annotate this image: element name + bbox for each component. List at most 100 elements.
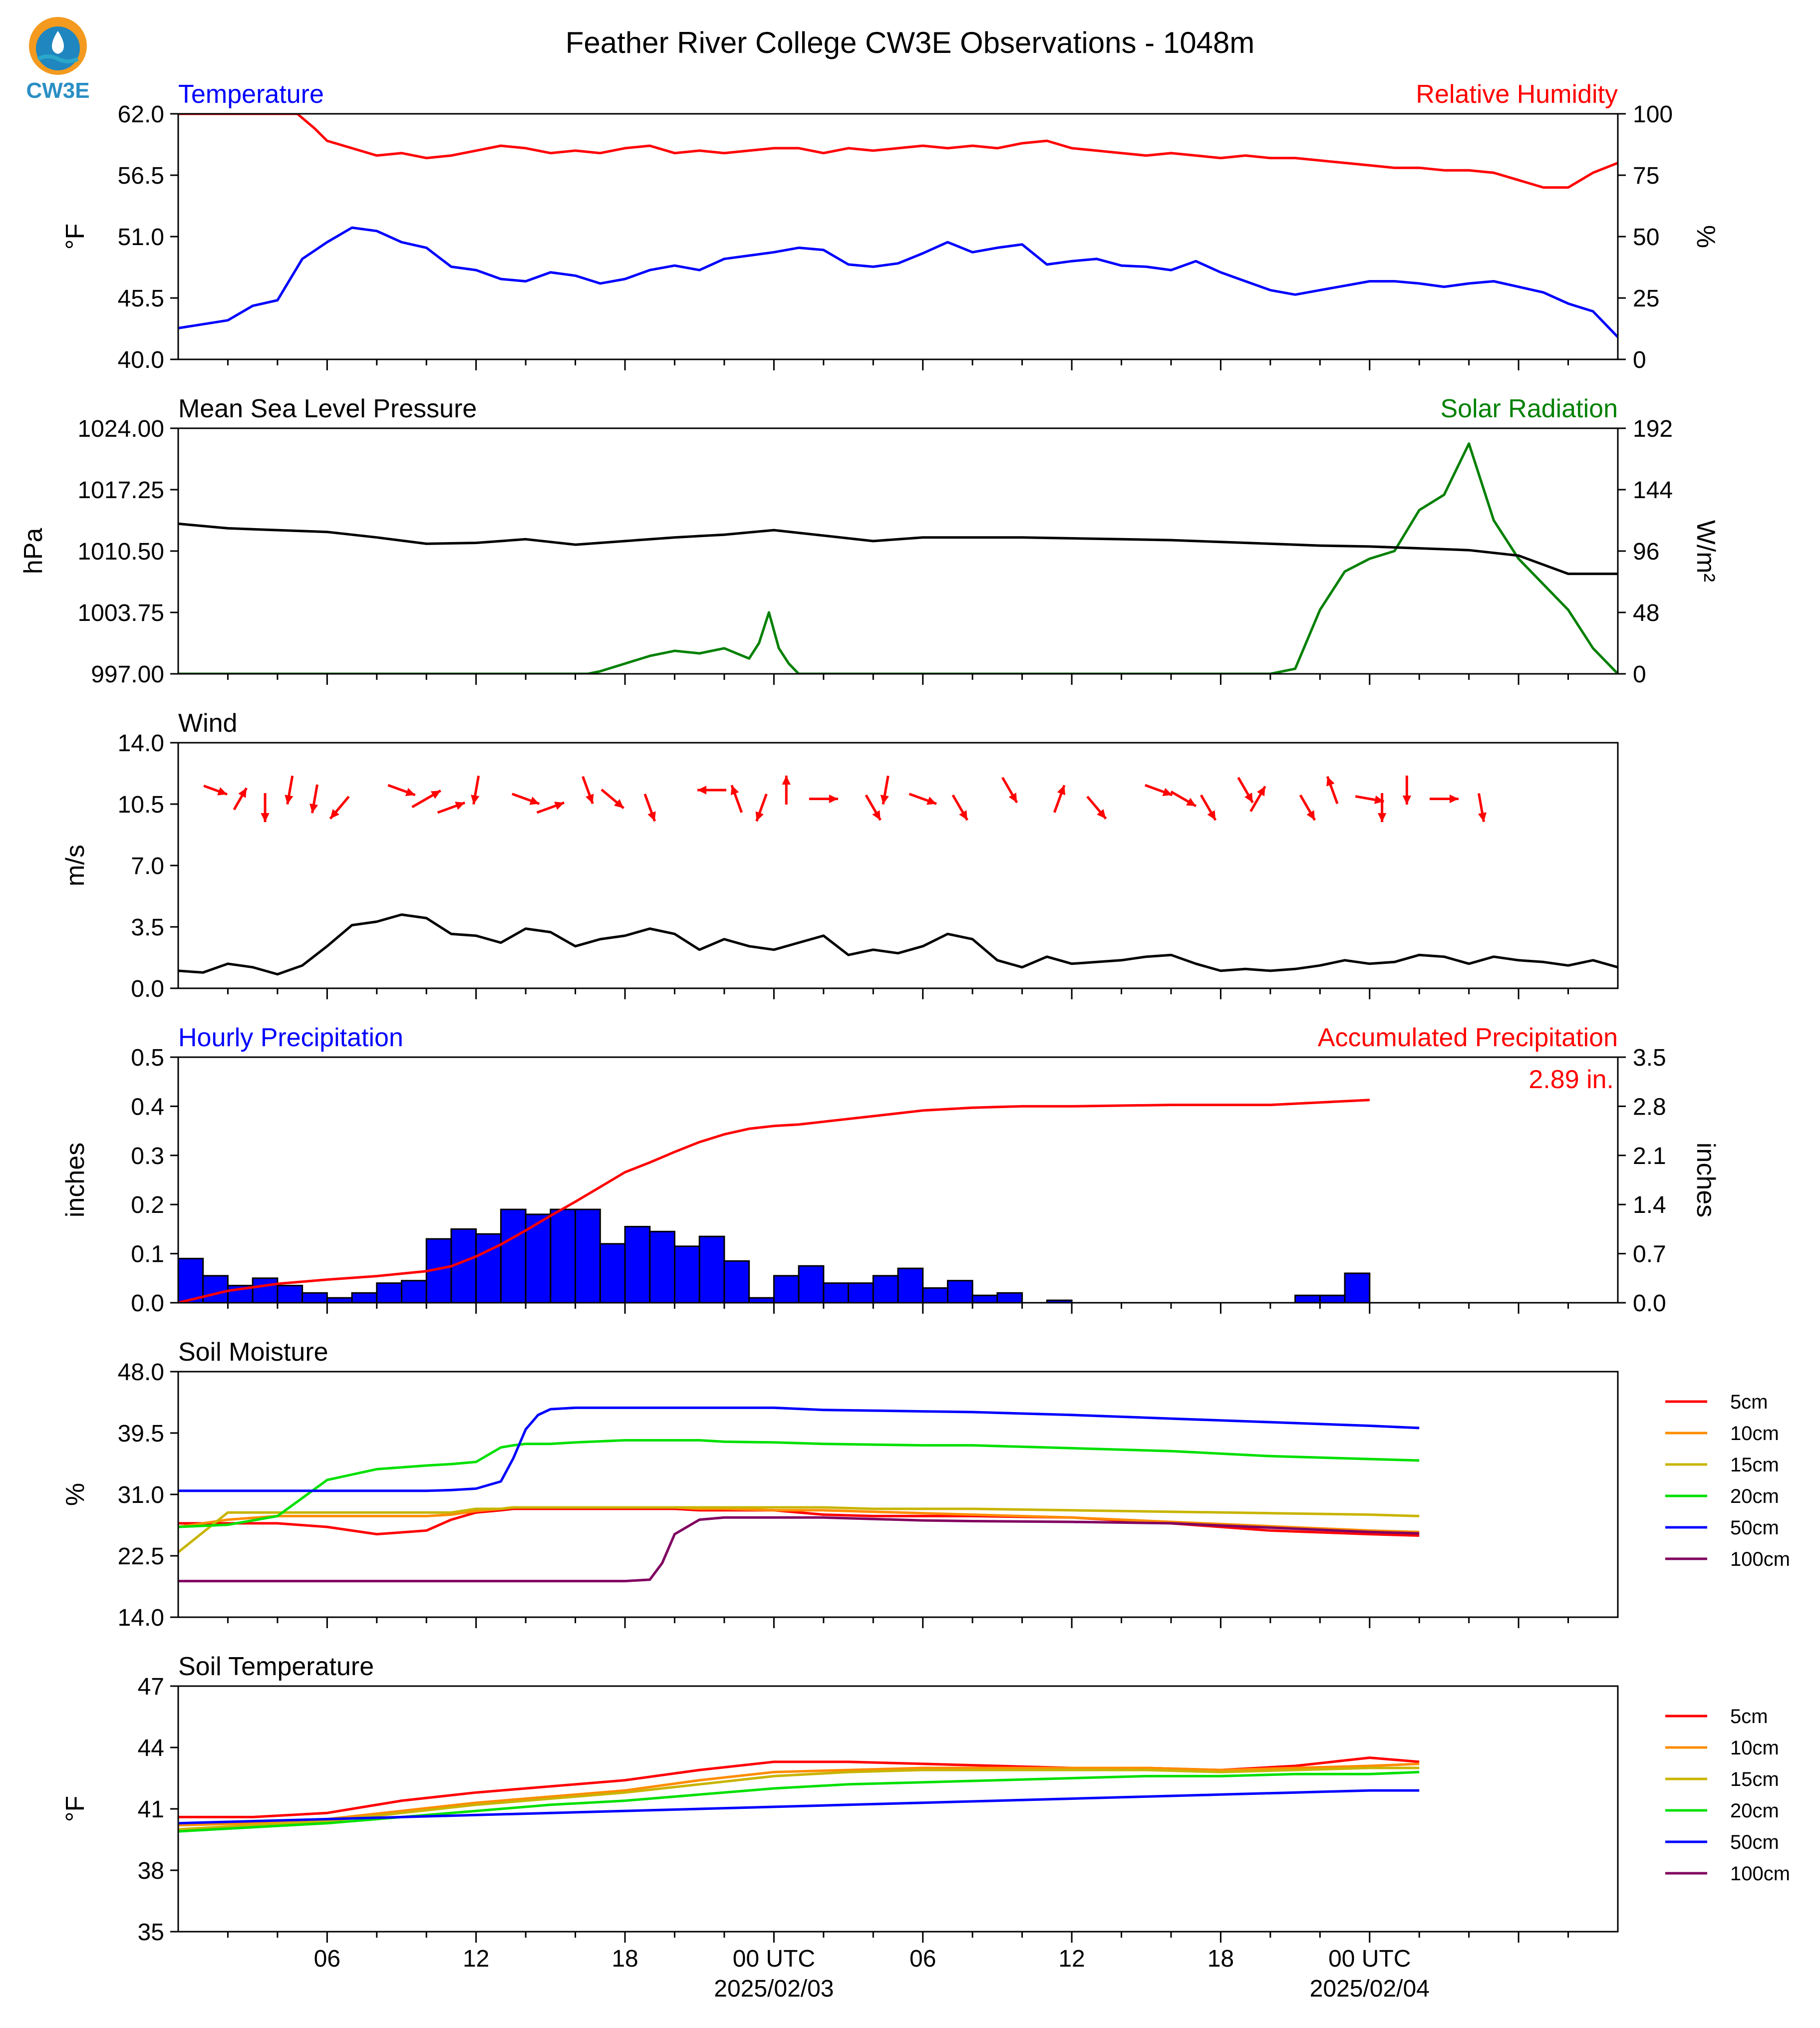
y-axis-label: °F: [61, 224, 90, 250]
wind-arrow-head: [1449, 794, 1459, 804]
y-right-axis-label: inches: [1691, 1143, 1720, 1217]
precip-bar: [1046, 1299, 1073, 1303]
plot-area: [178, 775, 1618, 976]
accumulated-total-label: 2.89 in.: [1528, 1065, 1614, 1094]
wind-arrow-head: [959, 810, 967, 821]
wind-arrow-head: [217, 787, 228, 796]
y-tick-label: 1003.75: [77, 600, 164, 626]
y-tick-label: 44: [138, 1735, 164, 1761]
wind-arrow-head: [1186, 798, 1196, 806]
y-right-tick-label: 192: [1633, 416, 1673, 442]
y-tick-label: 14.0: [118, 730, 164, 757]
y-right-tick-label: 3.5: [1633, 1045, 1666, 1071]
wind-arrow-head: [829, 794, 838, 804]
precip-bar: [277, 1285, 303, 1303]
y-tick-label: 39.5: [118, 1421, 164, 1447]
wind-arrow-head: [730, 785, 739, 796]
wind-arrow-head: [782, 775, 791, 785]
precip-bar: [848, 1282, 874, 1303]
panel-precip: Hourly Precipitation Accumulated Precipit…: [61, 1023, 1720, 1317]
wind-arrow: [1377, 793, 1387, 823]
temperature-line: [178, 226, 1618, 338]
legend-label: 10cm: [1730, 1423, 1779, 1445]
y-right-tick-label: 0.7: [1633, 1241, 1666, 1268]
y-tick-label: 0.4: [131, 1094, 164, 1120]
plot-area: [178, 1099, 1371, 1303]
x-date-label: 2025/02/03: [714, 1976, 834, 2002]
panel-frame: [177, 113, 1619, 360]
precip-bar: [1344, 1272, 1371, 1303]
wind-arrow: [1299, 794, 1316, 821]
wind-arrow-head: [430, 790, 441, 799]
y-right-tick-label: 75: [1633, 163, 1659, 189]
legend: 5cm 10cm 15cm 20cm 50cm 100cm: [1665, 1391, 1790, 1570]
x-tick-label: 00 UTC: [1328, 1946, 1411, 1972]
precip-bar: [971, 1294, 998, 1303]
wind-arrow-head: [1057, 785, 1066, 796]
panel-title-right: Accumulated Precipitation: [1318, 1023, 1618, 1052]
x-tick-label: 00 UTC: [733, 1946, 815, 1972]
y-tick-label: 40.0: [118, 347, 164, 373]
panel-title-right: Solar Radiation: [1440, 394, 1618, 423]
wind-arrow: [1086, 796, 1107, 820]
precip-bar: [500, 1208, 527, 1303]
y-tick-label: 7.0: [131, 853, 164, 879]
wind-arrow: [203, 784, 228, 796]
precip-bar: [401, 1280, 427, 1303]
x-tick-label: 06: [314, 1946, 340, 1972]
wind-arrow: [1326, 776, 1339, 804]
y-tick-label: 1010.50: [77, 539, 164, 565]
y-right-tick-label: 0: [1633, 347, 1646, 373]
wind-arrow: [1144, 784, 1173, 797]
y-tick-label: 45.5: [118, 286, 164, 312]
precip-bar: [575, 1208, 601, 1303]
y-tick-label: 62.0: [118, 101, 164, 128]
panel-frame: [177, 742, 1619, 989]
wind-arrow: [512, 793, 540, 805]
solar-radiation-line: [178, 442, 1618, 674]
y-tick-label: 48.0: [118, 1359, 164, 1386]
wind-arrow-head: [755, 811, 764, 822]
wind-arrow-head: [614, 799, 624, 809]
wind-arrow: [909, 793, 937, 805]
y-right-axis-label: %: [1691, 225, 1720, 248]
wind-arrow: [865, 794, 882, 821]
wind-arrow-head: [1008, 793, 1017, 803]
wind-arrow: [880, 775, 890, 805]
panel-title-left: Mean Sea Level Pressure: [178, 394, 477, 423]
y-tick-label: 10.5: [118, 792, 164, 818]
wind-arrow-head: [647, 811, 656, 822]
soil-moisture-line-20cm: [178, 1439, 1420, 1528]
wind-arrow: [329, 796, 350, 820]
panel-frame: [177, 1056, 1619, 1304]
x-date-label: 2025/02/04: [1310, 1976, 1430, 2002]
y-tick-label: 0.0: [131, 976, 164, 1002]
x-tick-label: 12: [1058, 1946, 1085, 1972]
wind-arrow: [1170, 790, 1197, 808]
y-tick-label: 41: [138, 1796, 164, 1823]
wind-arrow: [437, 801, 466, 814]
plot-area: [178, 114, 1618, 338]
wind-arrow: [309, 784, 318, 814]
panel-soil-moisture: Soil Moisture 14.0 22.5 31.0 39.5 48.0% 5cm 10c…: [61, 1338, 1790, 1631]
page-title: Feather River College CW3E Observations …: [566, 26, 1255, 59]
panel-frame: [177, 427, 1619, 675]
y-tick-label: 997.00: [91, 661, 164, 688]
precip-bar: [723, 1260, 750, 1303]
precip-bar: [798, 1265, 825, 1303]
wind-arrow-head: [529, 797, 540, 805]
pressure-line: [178, 522, 1618, 576]
wind-arrow-head: [697, 786, 707, 795]
y-axis-label: inches: [61, 1143, 90, 1217]
y-tick-label: 31.0: [118, 1482, 164, 1508]
y-right-tick-label: 2.8: [1633, 1094, 1666, 1120]
legend-label: 50cm: [1730, 1831, 1779, 1853]
wind-arrow: [809, 794, 838, 804]
legend-label: 5cm: [1730, 1706, 1768, 1728]
wind-arrow-head: [1207, 810, 1216, 821]
y-tick-label: 51.0: [118, 224, 164, 251]
precip-bar: [996, 1292, 1023, 1303]
x-tick-label: 12: [463, 1946, 489, 1972]
logo-droplet-icon: [52, 31, 64, 54]
cw3e-logo: CW3E: [26, 17, 90, 103]
